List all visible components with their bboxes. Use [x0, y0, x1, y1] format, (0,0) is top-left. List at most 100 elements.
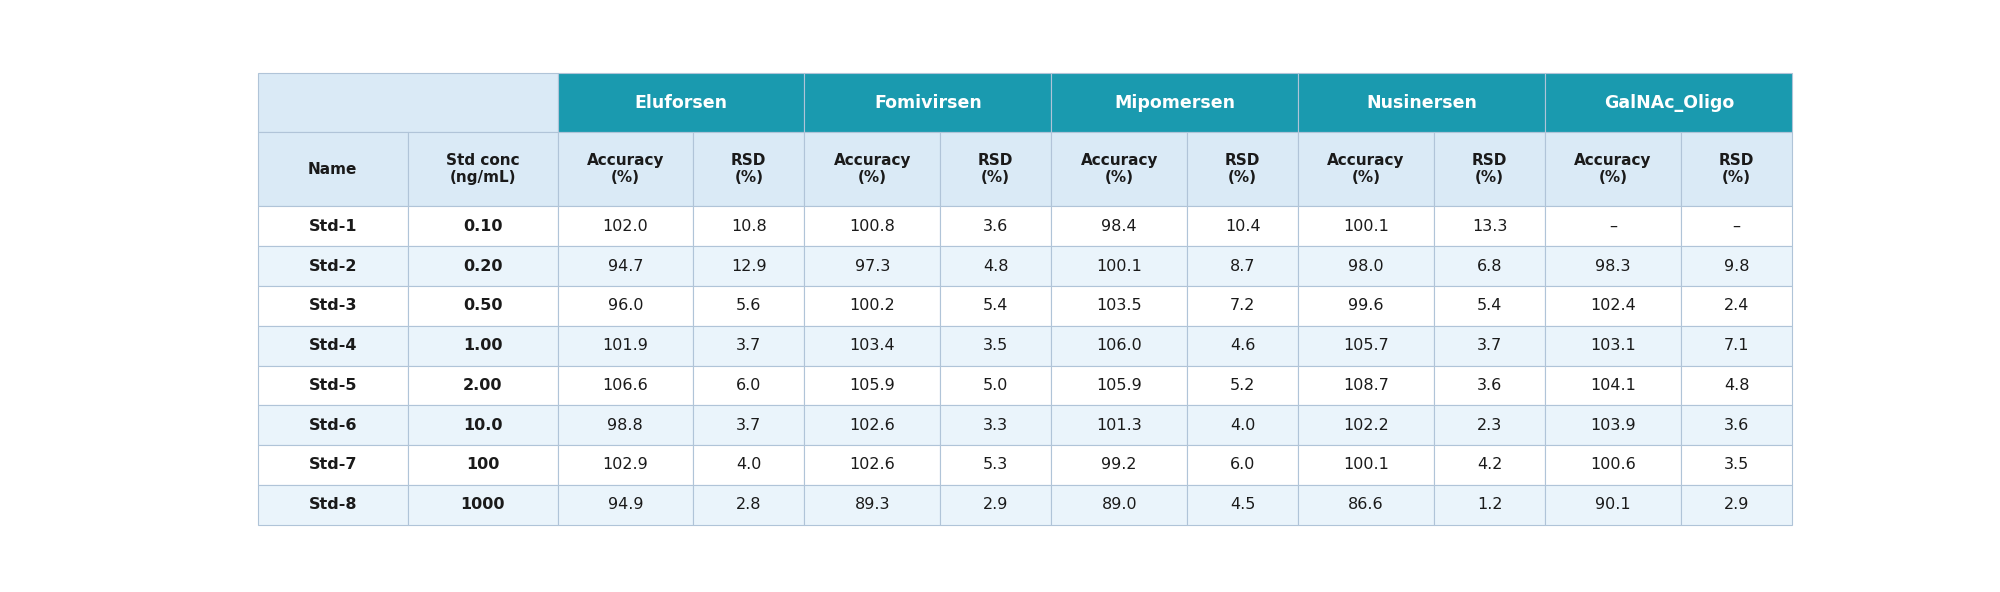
Text: 13.3: 13.3: [1472, 219, 1508, 234]
Text: 4.0: 4.0: [1230, 418, 1256, 433]
Text: 100: 100: [466, 458, 500, 472]
Text: Std-4: Std-4: [308, 338, 356, 353]
Text: 0.10: 0.10: [462, 219, 502, 234]
Text: 8.7: 8.7: [1230, 259, 1256, 274]
Text: 0.20: 0.20: [462, 259, 502, 274]
Text: Eluforsen: Eluforsen: [634, 94, 728, 112]
Text: 2.9: 2.9: [1724, 497, 1750, 512]
Bar: [1680, 406, 1792, 445]
Bar: [1298, 207, 1434, 246]
Bar: [1680, 326, 1792, 365]
Bar: [1434, 406, 1546, 445]
Text: RSD
(%): RSD (%): [1224, 153, 1260, 185]
Bar: [1298, 326, 1434, 365]
Text: 103.9: 103.9: [1590, 418, 1636, 433]
Text: 98.8: 98.8: [608, 418, 644, 433]
Text: 100.6: 100.6: [1590, 458, 1636, 472]
Bar: [940, 286, 1052, 326]
Bar: [1546, 73, 1792, 132]
Bar: [258, 73, 558, 132]
Text: 2.3: 2.3: [1478, 418, 1502, 433]
Text: Fomivirsen: Fomivirsen: [874, 94, 982, 112]
Bar: [1052, 286, 1188, 326]
Bar: [558, 406, 694, 445]
Bar: [258, 246, 408, 286]
Bar: [1188, 286, 1298, 326]
Bar: [1680, 207, 1792, 246]
Bar: [694, 286, 804, 326]
Text: 6.8: 6.8: [1476, 259, 1502, 274]
Text: Std-2: Std-2: [308, 259, 356, 274]
Text: 103.5: 103.5: [1096, 298, 1142, 313]
Bar: [1052, 485, 1188, 525]
Text: RSD
(%): RSD (%): [1472, 153, 1508, 185]
Bar: [408, 286, 558, 326]
Text: –: –: [1732, 219, 1740, 234]
Bar: [1298, 445, 1434, 485]
Text: 3.6: 3.6: [1724, 418, 1750, 433]
Text: 2.8: 2.8: [736, 497, 762, 512]
Bar: [408, 445, 558, 485]
Text: Name: Name: [308, 162, 358, 177]
Bar: [1298, 132, 1434, 207]
Text: 5.2: 5.2: [1230, 378, 1256, 393]
Text: 102.4: 102.4: [1590, 298, 1636, 313]
Bar: [258, 485, 408, 525]
Bar: [408, 132, 558, 207]
Bar: [1546, 246, 1680, 286]
Bar: [1680, 132, 1792, 207]
Text: Accuracy
(%): Accuracy (%): [586, 153, 664, 185]
Bar: [258, 406, 408, 445]
Text: 106.6: 106.6: [602, 378, 648, 393]
Bar: [1188, 132, 1298, 207]
Bar: [1052, 445, 1188, 485]
Text: 103.1: 103.1: [1590, 338, 1636, 353]
Text: 102.9: 102.9: [602, 458, 648, 472]
Text: Accuracy
(%): Accuracy (%): [1328, 153, 1404, 185]
Bar: [1188, 326, 1298, 365]
Bar: [1052, 73, 1298, 132]
Bar: [408, 365, 558, 406]
Text: 5.3: 5.3: [984, 458, 1008, 472]
Text: 106.0: 106.0: [1096, 338, 1142, 353]
Text: 4.2: 4.2: [1476, 458, 1502, 472]
Text: 2.9: 2.9: [984, 497, 1008, 512]
Bar: [1680, 485, 1792, 525]
Text: Std-1: Std-1: [308, 219, 356, 234]
Bar: [940, 326, 1052, 365]
Bar: [804, 365, 940, 406]
Bar: [1188, 406, 1298, 445]
Bar: [694, 485, 804, 525]
Text: 9.8: 9.8: [1724, 259, 1750, 274]
Text: –: –: [1610, 219, 1618, 234]
Text: 99.6: 99.6: [1348, 298, 1384, 313]
Bar: [1052, 207, 1188, 246]
Bar: [258, 132, 408, 207]
Bar: [1298, 246, 1434, 286]
Bar: [804, 326, 940, 365]
Bar: [1680, 445, 1792, 485]
Text: Std conc
(ng/mL): Std conc (ng/mL): [446, 153, 520, 185]
Bar: [558, 73, 804, 132]
Text: 0.50: 0.50: [462, 298, 502, 313]
Bar: [258, 326, 408, 365]
Bar: [1434, 365, 1546, 406]
Text: 101.9: 101.9: [602, 338, 648, 353]
Bar: [1546, 207, 1680, 246]
Text: 1000: 1000: [460, 497, 504, 512]
Text: 7.2: 7.2: [1230, 298, 1256, 313]
Text: 6.0: 6.0: [736, 378, 762, 393]
Bar: [558, 207, 694, 246]
Bar: [258, 445, 408, 485]
Bar: [408, 406, 558, 445]
Bar: [558, 485, 694, 525]
Bar: [804, 485, 940, 525]
Bar: [258, 207, 408, 246]
Text: 100.1: 100.1: [1344, 219, 1390, 234]
Text: RSD
(%): RSD (%): [978, 153, 1014, 185]
Text: 100.1: 100.1: [1096, 259, 1142, 274]
Text: 86.6: 86.6: [1348, 497, 1384, 512]
Text: 101.3: 101.3: [1096, 418, 1142, 433]
Bar: [940, 406, 1052, 445]
Text: 98.4: 98.4: [1102, 219, 1138, 234]
